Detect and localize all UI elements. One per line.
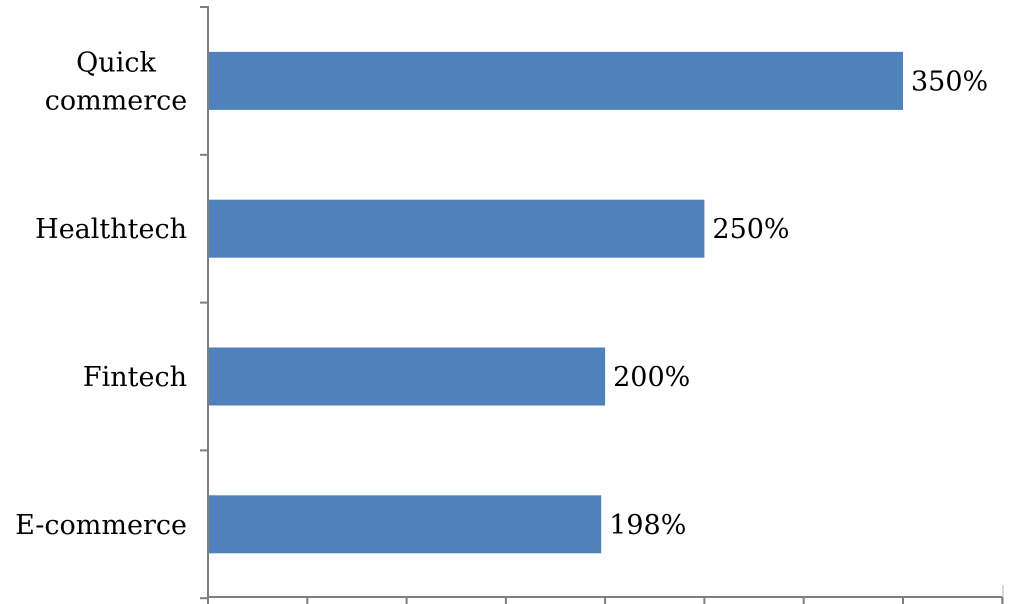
category-tick-label: Healthtech: [35, 214, 187, 245]
category-tick-label: Quick commerce: [45, 47, 188, 116]
data-label: 198%: [609, 510, 686, 541]
bars-group: [208, 51, 903, 554]
category-tick-label: E-commerce: [15, 510, 187, 541]
data-label: 200%: [613, 362, 690, 393]
bar-e-commerce: [208, 495, 602, 554]
bar-healthtech: [208, 199, 705, 258]
bar-quick-commerce: [208, 51, 903, 110]
data-label: 350%: [911, 66, 988, 97]
bar-fintech: [208, 347, 606, 406]
data-label: 250%: [712, 214, 789, 245]
category-tick-label: Fintech: [83, 362, 187, 393]
value-labels: 350% 250% 200% 198%: [609, 66, 988, 540]
category-labels: Quick commerce Healthtech Fintech E-commerce: [15, 47, 187, 540]
